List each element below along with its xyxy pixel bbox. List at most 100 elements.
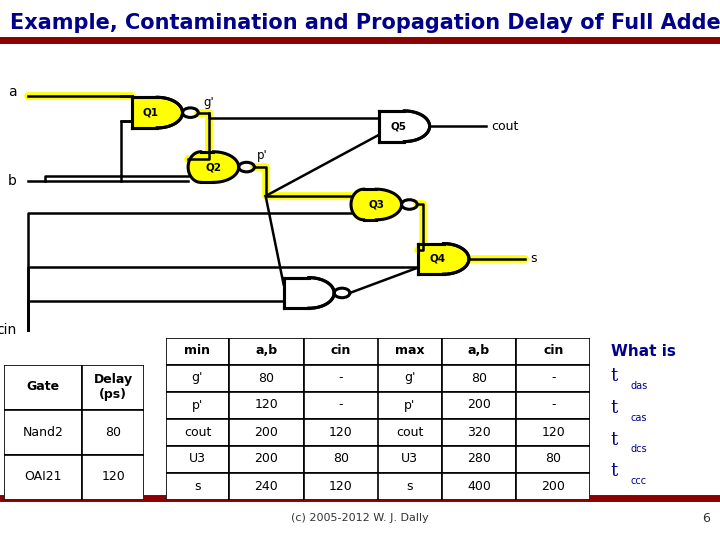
Bar [304, 392, 378, 418]
Text: U3: U3 [189, 453, 206, 465]
Polygon shape [188, 152, 238, 183]
Text: t: t [611, 399, 618, 417]
Text: 80: 80 [545, 453, 561, 465]
Text: (c) 2005-2012 W. J. Dally: (c) 2005-2012 W. J. Dally [291, 513, 429, 523]
Bar [166, 472, 229, 500]
Text: 120: 120 [541, 426, 565, 438]
Polygon shape [132, 97, 182, 128]
Text: das: das [630, 381, 647, 391]
Bar [4, 455, 82, 500]
Text: Q3: Q3 [368, 199, 384, 210]
Text: p': p' [257, 148, 268, 161]
Text: Q4: Q4 [429, 254, 446, 264]
Text: Example, Contamination and Propagation Delay of Full Adder: Example, Contamination and Propagation D… [10, 13, 720, 33]
Text: p': p' [404, 399, 415, 411]
Bar [229, 392, 304, 418]
Text: -: - [338, 372, 343, 384]
Bar [442, 472, 516, 500]
Bar [166, 392, 229, 418]
Text: 200: 200 [541, 480, 565, 492]
Text: t: t [611, 462, 618, 480]
Text: 120: 120 [329, 426, 353, 438]
Text: 320: 320 [467, 426, 491, 438]
Text: cout: cout [184, 426, 211, 438]
Text: 120: 120 [102, 470, 125, 483]
Bar [4, 364, 82, 409]
Text: 200: 200 [467, 399, 491, 411]
Text: min: min [184, 345, 210, 357]
Text: 6: 6 [702, 511, 710, 524]
Bar [229, 338, 304, 364]
Bar [516, 472, 590, 500]
Polygon shape [284, 278, 334, 308]
Bar [166, 446, 229, 472]
Bar [82, 409, 144, 455]
Text: 80: 80 [258, 372, 274, 384]
Text: 120: 120 [255, 399, 279, 411]
Bar [4, 409, 82, 455]
Text: a,b: a,b [256, 345, 277, 357]
Text: cin: cin [0, 323, 17, 338]
Text: Nand2: Nand2 [22, 426, 63, 438]
Text: ccc: ccc [630, 476, 647, 486]
Text: dcs: dcs [630, 444, 647, 454]
Text: cin: cin [543, 345, 564, 357]
Text: Q2: Q2 [205, 162, 222, 172]
Text: 200: 200 [255, 453, 279, 465]
Bar [304, 338, 378, 364]
Bar [442, 338, 516, 364]
Text: p': p' [192, 399, 203, 411]
Text: a: a [8, 85, 17, 99]
Bar [166, 364, 229, 391]
Text: 80: 80 [105, 426, 121, 438]
Bar [166, 418, 229, 445]
Bar [378, 338, 442, 364]
Text: What is: What is [611, 344, 675, 359]
Bar [166, 338, 229, 364]
Bar [516, 446, 590, 472]
Bar [304, 472, 378, 500]
Text: g': g' [404, 372, 415, 384]
Bar [82, 364, 144, 409]
Bar [378, 364, 442, 391]
Polygon shape [351, 189, 402, 220]
Text: 120: 120 [329, 480, 353, 492]
Bar [442, 392, 516, 418]
Text: b: b [8, 174, 17, 188]
Text: OAI21: OAI21 [24, 470, 62, 483]
Text: 240: 240 [255, 480, 279, 492]
Text: 80: 80 [471, 372, 487, 384]
Text: U3: U3 [401, 453, 418, 465]
Text: cin: cin [330, 345, 351, 357]
Bar [304, 364, 378, 391]
Bar [442, 446, 516, 472]
Text: Q5: Q5 [390, 122, 406, 131]
Bar [378, 418, 442, 445]
Text: g': g' [192, 372, 203, 384]
Text: Delay
(ps): Delay (ps) [94, 373, 132, 401]
Bar [442, 418, 516, 445]
Bar [229, 418, 304, 445]
Bar [378, 472, 442, 500]
Text: Q1: Q1 [143, 107, 159, 118]
Text: cout: cout [492, 120, 519, 133]
Bar [82, 455, 144, 500]
Text: g': g' [204, 96, 215, 109]
Text: -: - [551, 399, 556, 411]
Bar [229, 364, 304, 391]
Text: 200: 200 [255, 426, 279, 438]
Text: -: - [551, 372, 556, 384]
Text: cas: cas [630, 413, 647, 423]
Text: 280: 280 [467, 453, 491, 465]
Bar [516, 364, 590, 391]
Text: 80: 80 [333, 453, 348, 465]
Bar [442, 364, 516, 391]
Text: t: t [611, 430, 618, 449]
Text: Gate: Gate [27, 381, 60, 394]
Text: cout: cout [396, 426, 423, 438]
Text: s: s [407, 480, 413, 492]
Bar [516, 418, 590, 445]
Text: max: max [395, 345, 425, 357]
Text: -: - [338, 399, 343, 411]
Bar [229, 446, 304, 472]
